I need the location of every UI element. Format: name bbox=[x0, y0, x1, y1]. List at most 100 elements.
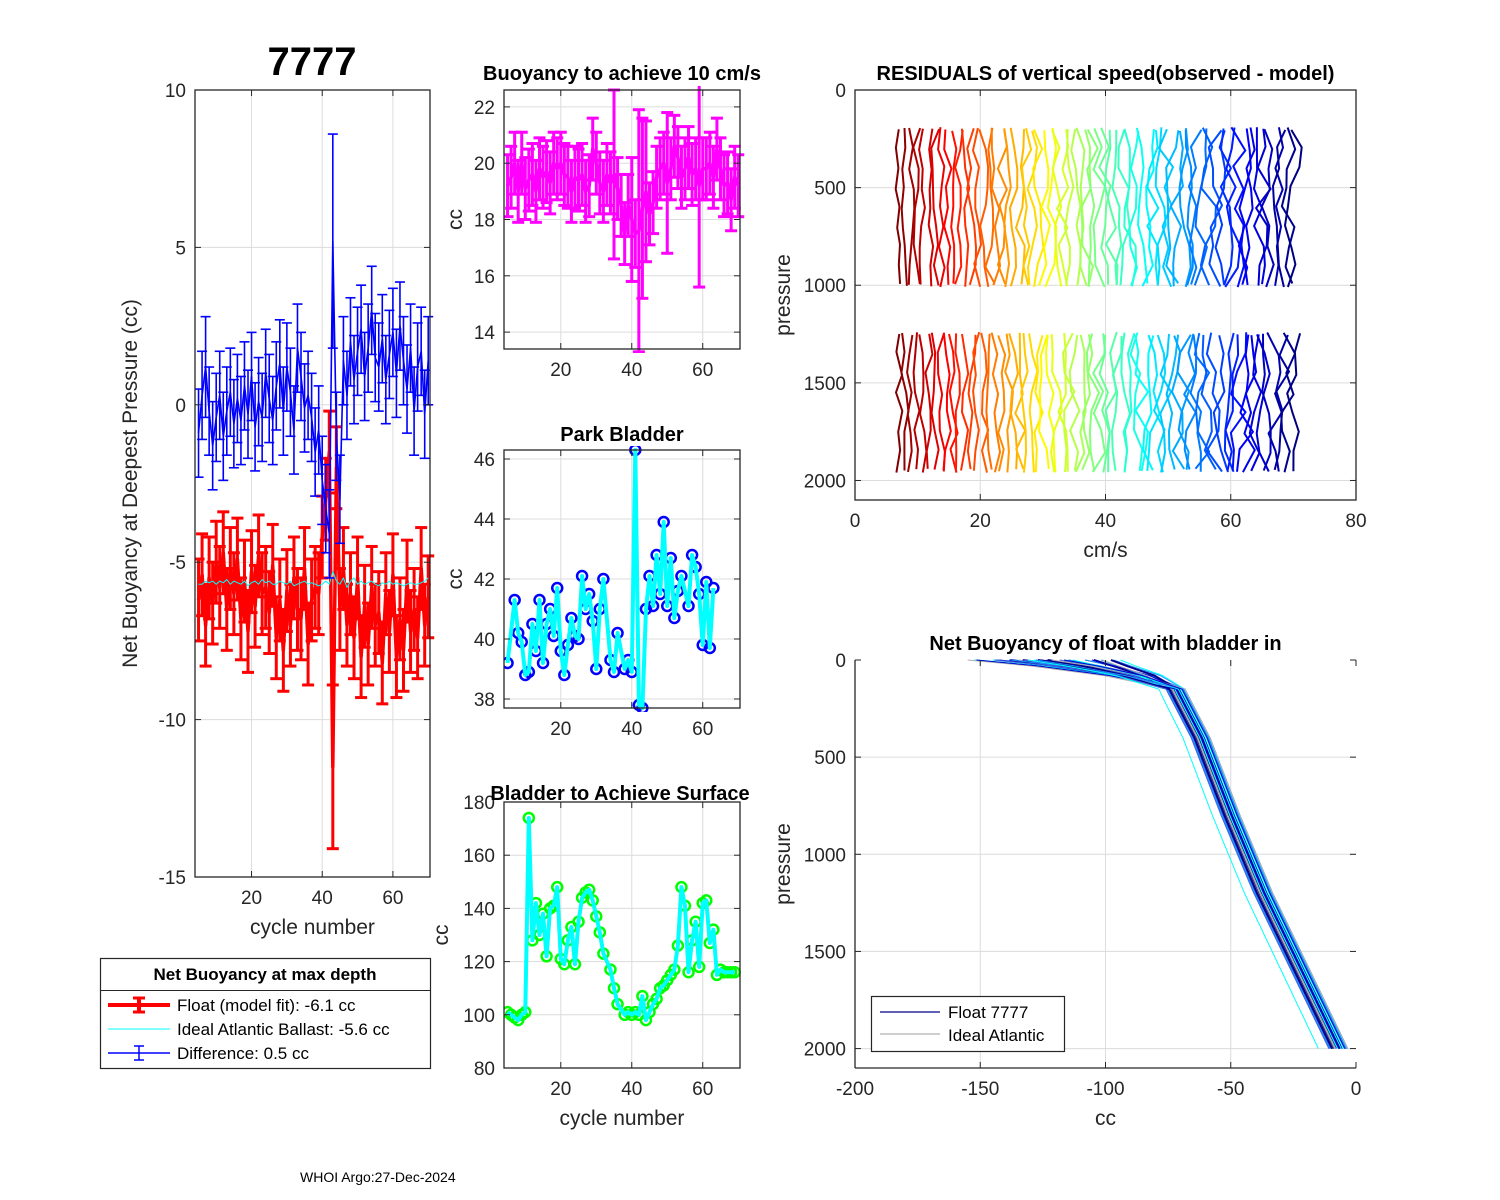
x-tick-label: 60 bbox=[692, 719, 713, 740]
legend-label-ideal: Ideal Atlantic bbox=[948, 1026, 1045, 1045]
y-tick-label: 38 bbox=[474, 690, 495, 711]
buoyancy-10cms-chart: 20 40 60 14 16 18 20 22 Buoyancy to achieve 10 c… bbox=[444, 63, 761, 381]
residual-profile bbox=[960, 333, 970, 471]
net-buoyancy-chart: 20 40 60 -15 -10 -5 0 5 10 cycle number Net Buoyan… bbox=[119, 81, 435, 939]
buoyancy-profile-outlier bbox=[1027, 659, 1319, 1049]
residual-profile bbox=[1014, 332, 1027, 470]
x-tick-label: 40 bbox=[621, 719, 642, 740]
residual-profile bbox=[1236, 334, 1255, 472]
residual-profile bbox=[1207, 129, 1224, 287]
residual-profile bbox=[930, 128, 941, 286]
bladder-in-legend: Float 7777 Ideal Atlantic bbox=[870, 995, 1066, 1053]
residual-profile bbox=[1085, 333, 1101, 472]
series-line-bladder bbox=[506, 816, 735, 1023]
x-tick-label: -100 bbox=[1086, 1079, 1124, 1100]
residual-profile bbox=[1020, 333, 1029, 473]
axes-box bbox=[194, 89, 431, 878]
residuals-chart: 0 20 40 60 80 0 500 1000 1500 2000 RESIDUALS of ve… bbox=[772, 63, 1367, 562]
residual-profile bbox=[996, 129, 1008, 285]
y-tick-label: 1000 bbox=[804, 845, 846, 866]
residual-profile bbox=[1229, 332, 1248, 471]
residual-profile bbox=[1123, 128, 1138, 287]
residual-profile bbox=[1098, 127, 1112, 285]
x-tick-label: 60 bbox=[692, 1079, 713, 1100]
y-tick-label: 22 bbox=[474, 98, 495, 119]
buoyancy-profile bbox=[1110, 659, 1342, 1050]
residual-profile bbox=[1280, 127, 1297, 284]
chart-title: Park Bladder bbox=[560, 424, 684, 446]
residual-profile bbox=[971, 127, 983, 287]
residual-profile bbox=[1165, 130, 1180, 284]
residual-profile bbox=[1146, 130, 1160, 285]
residual-profile bbox=[1255, 334, 1271, 472]
residual-profile bbox=[1254, 128, 1272, 286]
residual-profile bbox=[1141, 129, 1155, 287]
residual-profile bbox=[1266, 332, 1284, 472]
buoyancy-profile bbox=[1064, 659, 1346, 1049]
residual-profile bbox=[1205, 332, 1223, 473]
residual-profile bbox=[1038, 130, 1052, 286]
y-tick-label: 80 bbox=[474, 1059, 495, 1080]
buoyancy-profile bbox=[1051, 659, 1349, 1049]
x-axis-label: cc bbox=[1095, 1107, 1116, 1130]
residual-profile bbox=[985, 333, 993, 470]
data-layer bbox=[894, 126, 1303, 473]
y-tick-label: -15 bbox=[159, 868, 186, 889]
y-tick-label: 500 bbox=[814, 748, 846, 769]
residual-profile bbox=[1074, 334, 1087, 473]
y-tick-label: 44 bbox=[474, 510, 496, 531]
residual-profile bbox=[1176, 334, 1192, 470]
series-line-float-model-fit- bbox=[196, 450, 430, 769]
residual-profile bbox=[906, 334, 914, 473]
y-tick-label: 100 bbox=[463, 1006, 495, 1027]
residual-profile bbox=[1038, 334, 1050, 470]
residual-profile bbox=[1271, 129, 1287, 288]
main-title: 7777 bbox=[268, 40, 357, 84]
residual-profile bbox=[1110, 335, 1123, 471]
residual-profile bbox=[1032, 129, 1045, 288]
x-tick-label: 0 bbox=[850, 511, 861, 532]
y-tick-label: 120 bbox=[463, 953, 495, 974]
x-tick-label: 40 bbox=[312, 888, 333, 909]
y-tick-label: 2000 bbox=[804, 1040, 846, 1061]
x-tick-label: 20 bbox=[550, 1079, 571, 1100]
y-tick-label: 1000 bbox=[804, 276, 846, 297]
residual-profile bbox=[894, 333, 904, 473]
x-tick-label: 20 bbox=[550, 360, 571, 381]
residual-profile bbox=[1142, 335, 1155, 471]
residual-profile bbox=[1187, 129, 1203, 285]
residual-profile bbox=[1008, 127, 1019, 287]
residual-profile bbox=[1049, 333, 1063, 473]
residual-profile bbox=[937, 127, 946, 288]
residual-profile bbox=[948, 333, 959, 473]
residual-profile bbox=[1237, 128, 1252, 285]
residual-profile bbox=[1261, 333, 1272, 471]
footer-stamp: WHOI Argo:27-Dec-2024 bbox=[300, 1169, 456, 1185]
park-bladder-chart: 20 40 60 38 40 42 44 46 Park Bladder cc bbox=[444, 424, 741, 740]
x-axis-label: cm/s bbox=[1083, 539, 1127, 562]
residual-profile bbox=[1154, 127, 1167, 286]
residual-profile bbox=[1003, 128, 1012, 288]
residual-profile bbox=[1212, 335, 1229, 473]
y-tick-label: 5 bbox=[175, 238, 186, 259]
residual-profile bbox=[900, 332, 910, 471]
residual-profile bbox=[1055, 129, 1070, 287]
residual-profile bbox=[918, 334, 928, 473]
residual-profile bbox=[1224, 127, 1242, 288]
y-tick-label: 1500 bbox=[804, 942, 846, 963]
y-tick-label: 42 bbox=[474, 570, 495, 591]
y-tick-label: 2000 bbox=[804, 471, 846, 492]
buoyancy-profile bbox=[967, 659, 1336, 1049]
residual-profile bbox=[1028, 333, 1039, 473]
x-tick-label: -150 bbox=[961, 1079, 999, 1100]
y-tick-label: 0 bbox=[835, 81, 846, 102]
y-tick-label: 500 bbox=[814, 179, 846, 200]
residual-profile bbox=[984, 127, 996, 285]
data-layer bbox=[504, 811, 741, 1027]
residual-profile bbox=[1183, 333, 1197, 470]
residual-profile bbox=[997, 335, 1007, 472]
y-axis-label: pressure bbox=[772, 823, 795, 905]
residual-profile bbox=[936, 333, 946, 472]
plot-area bbox=[195, 90, 430, 877]
